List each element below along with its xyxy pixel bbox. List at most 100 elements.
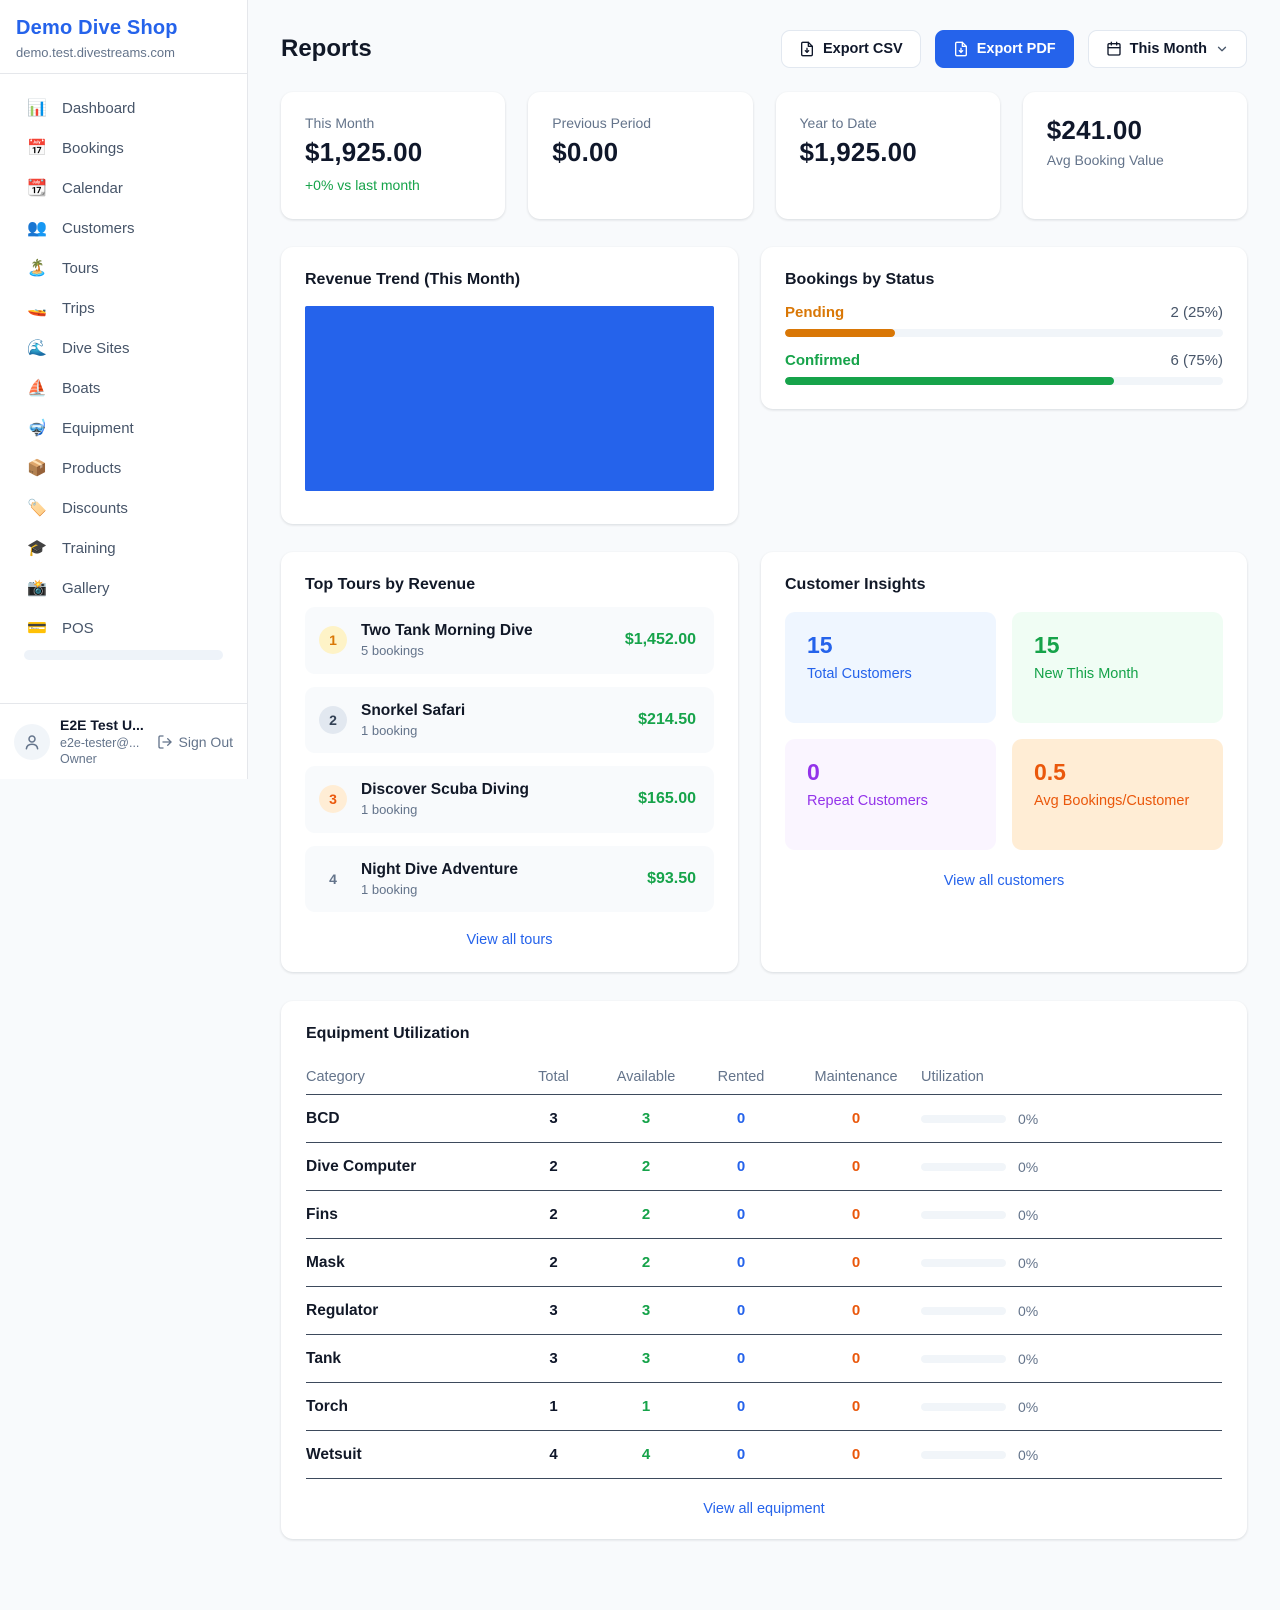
sidebar-item-discounts[interactable]: 🏷️ Discounts — [12, 488, 235, 528]
speedboat-icon: 🚤 — [27, 300, 47, 317]
sidebar-item-bookings[interactable]: 📅 Bookings — [12, 128, 235, 168]
rank-badge: 1 — [319, 626, 347, 655]
export-csv-label: Export CSV — [822, 41, 903, 57]
sidebar-item-dashboard[interactable]: 📊 Dashboard — [12, 88, 235, 128]
status-label: Confirmed — [785, 352, 860, 369]
maintenance-value: 0 — [851, 1446, 861, 1463]
utilization-bar-track — [921, 1258, 1006, 1267]
utilization-bar-track — [921, 1114, 1006, 1123]
stat-card-previous-period: Previous Period $0.00 — [528, 92, 753, 219]
tour-bookings: 1 booking — [361, 881, 418, 897]
utilization-percent: 0% — [1018, 1206, 1039, 1223]
utilization-cell: 0% — [921, 1159, 1222, 1175]
utilization-cell: 0% — [921, 1207, 1222, 1223]
rented-value: 0 — [736, 1158, 746, 1175]
available-value: 3 — [641, 1302, 651, 1319]
user-panel: E2E Test U... e2e-tester@... Owner Sign … — [0, 703, 247, 779]
equipment-utilization-title: Equipment Utilization — [306, 1025, 470, 1042]
insight-tiles: 15 Total Customers 15 New This Month 0 R… — [785, 612, 1223, 850]
sidebar-item-customers[interactable]: 👥 Customers — [12, 208, 235, 248]
table-row: Torch 1 1 0 0 0% — [306, 1383, 1222, 1431]
utilization-percent: 0% — [1018, 1158, 1039, 1175]
sidebar-item-label: Boats — [62, 379, 101, 397]
tour-row: 4 Night Dive Adventure 1 booking $93.50 — [305, 845, 714, 912]
view-all-tours-link[interactable]: View all tours — [466, 932, 553, 948]
dashboard-icon: 📊 — [27, 100, 47, 117]
tour-name: Snorkel Safari — [361, 701, 466, 719]
sidebar-item-label: Bookings — [62, 139, 124, 157]
status-count: 6 (75%) — [1170, 352, 1223, 369]
utilization-cell: 0% — [921, 1255, 1222, 1271]
view-all-customers-link[interactable]: View all customers — [943, 873, 1065, 889]
sidebar-item-label: Customers — [62, 219, 135, 237]
column-header-total: Total — [538, 1068, 569, 1085]
customer-insights-card: Customer Insights 15 Total Customers 15 … — [761, 552, 1247, 972]
sidebar-item-tours[interactable]: 🏝️ Tours — [12, 248, 235, 288]
rank-badge: 2 — [319, 705, 347, 734]
sidebar-item-pos[interactable]: 💳 POS — [12, 608, 235, 648]
available-value: 2 — [641, 1206, 651, 1223]
utilization-cell: 0% — [921, 1111, 1222, 1127]
diving-mask-icon: 🤿 — [27, 420, 47, 437]
calendar-icon — [1107, 41, 1121, 56]
camera-icon: 📸 — [27, 580, 47, 597]
log-out-icon — [157, 734, 172, 749]
utilization-percent: 0% — [1018, 1254, 1039, 1271]
tour-row: 2 Snorkel Safari 1 booking $214.50 — [305, 686, 714, 753]
utilization-bar-track — [921, 1162, 1006, 1171]
maintenance-value: 0 — [851, 1398, 861, 1415]
bookings-calendar-icon: 📅 — [27, 140, 47, 157]
sidebar-item-calendar[interactable]: 📆 Calendar — [12, 168, 235, 208]
available-value: 3 — [641, 1350, 651, 1367]
utilization-cell: 0% — [921, 1399, 1222, 1415]
stat-card-year-to-date: Year to Date $1,925.00 — [775, 92, 1000, 219]
available-value: 1 — [641, 1398, 651, 1415]
island-icon: 🏝️ — [27, 260, 47, 277]
status-bar-fill — [785, 329, 895, 337]
equipment-category: Dive Computer — [306, 1157, 417, 1175]
sidebar-item-trips[interactable]: 🚤 Trips — [12, 288, 235, 328]
sidebar-item-gallery[interactable]: 📸 Gallery — [12, 568, 235, 608]
sidebar-item-dive-sites[interactable]: 🌊 Dive Sites — [12, 328, 235, 368]
table-row: Tank 3 3 0 0 0% — [306, 1335, 1222, 1383]
available-value: 2 — [641, 1158, 651, 1175]
total-value: 3 — [549, 1110, 558, 1127]
package-icon: 📦 — [27, 460, 47, 477]
sidebar-item-boats[interactable]: ⛵ Boats — [12, 368, 235, 408]
insights-row: Top Tours by Revenue 1 Two Tank Morning … — [281, 552, 1247, 972]
sidebar: Demo Dive Shop demo.test.divestreams.com… — [0, 0, 248, 779]
sidebar-item-label: POS — [62, 619, 94, 637]
stat-card-this-month: This Month $1,925.00 +0% vs last month — [281, 92, 506, 219]
view-all-equipment-link[interactable]: View all equipment — [703, 1501, 825, 1517]
sign-out-button[interactable]: Sign Out — [157, 734, 233, 750]
tour-amount: $165.00 — [638, 790, 696, 808]
equipment-utilization-card: Equipment Utilization Category Total Ava… — [281, 1001, 1247, 1539]
utilization-bar-track — [921, 1450, 1006, 1459]
export-pdf-button[interactable]: Export PDF — [934, 30, 1074, 68]
maintenance-value: 0 — [851, 1110, 861, 1127]
export-csv-button[interactable]: Export CSV — [780, 30, 921, 68]
table-row: Mask 2 2 0 0 0% — [306, 1239, 1222, 1287]
sidebar-item-products[interactable]: 📦 Products — [12, 448, 235, 488]
status-label: Pending — [785, 304, 845, 321]
table-row: Regulator 3 3 0 0 0% — [306, 1287, 1222, 1335]
period-select[interactable]: This Month — [1087, 30, 1247, 68]
file-download-icon — [954, 41, 967, 57]
tile-label: Avg Bookings/Customer — [1034, 793, 1190, 809]
tile-label: New This Month — [1034, 666, 1139, 682]
sidebar-item-label: Equipment — [62, 419, 134, 437]
stat-card-avg-booking-value: $241.00 Avg Booking Value — [1022, 92, 1247, 219]
tile-total-customers: 15 Total Customers — [785, 612, 996, 723]
stat-label: Year to Date — [799, 115, 877, 131]
table-row: Fins 2 2 0 0 0% — [306, 1191, 1222, 1239]
tour-name: Night Dive Adventure — [361, 860, 519, 878]
sidebar-item-label: Dashboard — [62, 99, 136, 117]
sidebar-item-label: Training — [62, 539, 116, 557]
tour-amount: $93.50 — [647, 869, 696, 887]
rank-badge: 4 — [329, 870, 337, 887]
revenue-trend-chart — [305, 306, 714, 491]
sidebar-item-training[interactable]: 🎓 Training — [12, 528, 235, 568]
rented-value: 0 — [736, 1350, 746, 1367]
sidebar-item-label: Discounts — [62, 499, 128, 517]
sidebar-item-equipment[interactable]: 🤿 Equipment — [12, 408, 235, 448]
